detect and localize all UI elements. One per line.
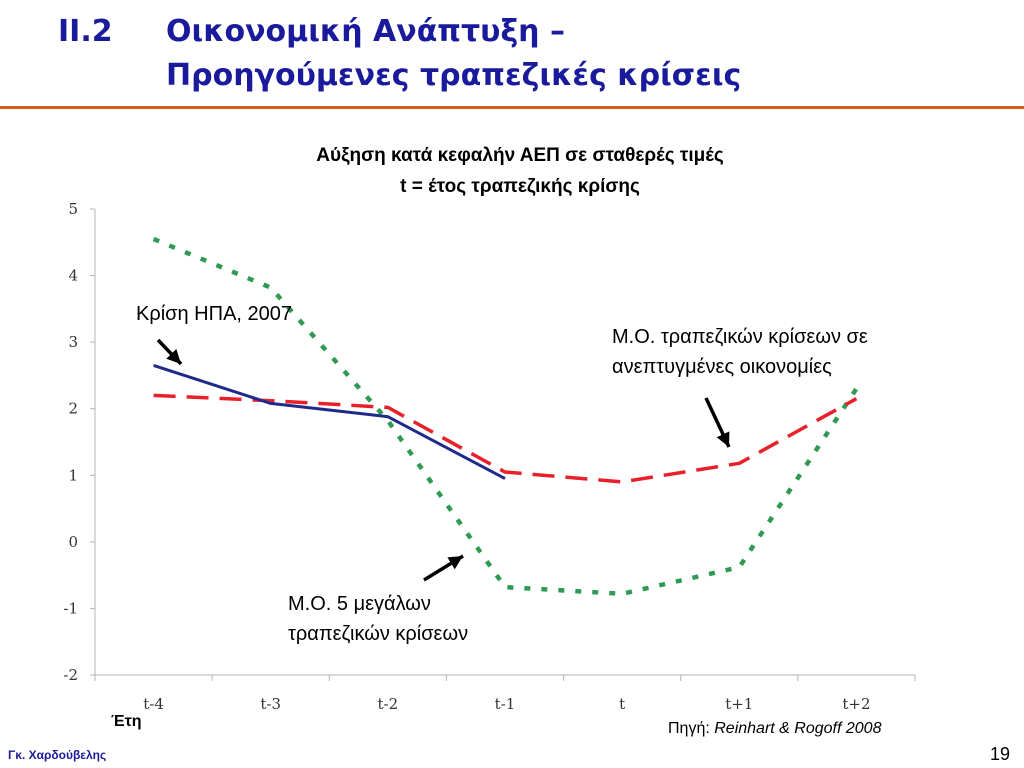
x-tick-label: t [619, 695, 625, 713]
source-prefix: Πηγή: [668, 720, 715, 737]
y-tick-label: 1 [68, 466, 78, 484]
page-title-line1: Οικονομική Ανάπτυξη – [166, 14, 565, 49]
arrow-advanced-head [716, 431, 730, 447]
x-tick-label: t+2 [842, 695, 870, 713]
y-tick-label: 2 [68, 400, 78, 418]
page-number: 19 [990, 744, 1011, 764]
y-tick-label: 3 [68, 333, 78, 351]
y-tick-label: 4 [68, 267, 78, 285]
arrow-us-crisis-head [166, 349, 181, 364]
series-line-advanced [153, 393, 858, 484]
annotation-advanced-line2: ανεπτυγμένες οικονομίες [612, 356, 832, 378]
x-tick-label: t-4 [143, 695, 164, 713]
x-tick-label: t+1 [725, 695, 753, 713]
y-tick-label: 5 [68, 200, 78, 218]
x-tick-label: t-3 [260, 695, 281, 713]
title-divider [0, 106, 1024, 109]
y-tick-label: 0 [68, 533, 78, 551]
chart-title: Αύξηση κατά κεφαλήν ΑΕΠ σε σταθερές τιμέ… [316, 145, 724, 166]
chart-subtitle: t = έτος τραπεζικής κρίσης [400, 176, 640, 197]
page-title-line2: Προηγούμενες τραπεζικές κρίσεις [166, 58, 742, 93]
y-tick-label: -1 [63, 599, 78, 617]
x-axis-unit-label: Έτη [111, 713, 142, 730]
annotation-big5-line1: Μ.Ο. 5 μεγάλων [288, 593, 431, 615]
x-tick-label: t-1 [495, 695, 516, 713]
x-tick-label: t-2 [378, 695, 399, 713]
source-reference: Reinhart & Rogoff 2008 [714, 720, 882, 737]
source-note: Πηγή: Reinhart & Rogoff 2008 [668, 720, 881, 738]
section-number: II.2 [58, 14, 113, 49]
series-line-us [153, 363, 506, 480]
arrow-big5-head [447, 556, 463, 570]
y-tick-label: -2 [63, 666, 78, 684]
annotation-advanced-line1: Μ.Ο. τραπεζικών κρίσεων σε [612, 326, 868, 348]
annotation-us-crisis: Κρίση ΗΠΑ, 2007 [136, 303, 293, 325]
author-footer: Γκ. Χαρδούβελης [8, 748, 107, 762]
annotation-big5-line2: τραπεζικών κρίσεων [288, 623, 469, 645]
series-line-big5 [152, 236, 859, 597]
